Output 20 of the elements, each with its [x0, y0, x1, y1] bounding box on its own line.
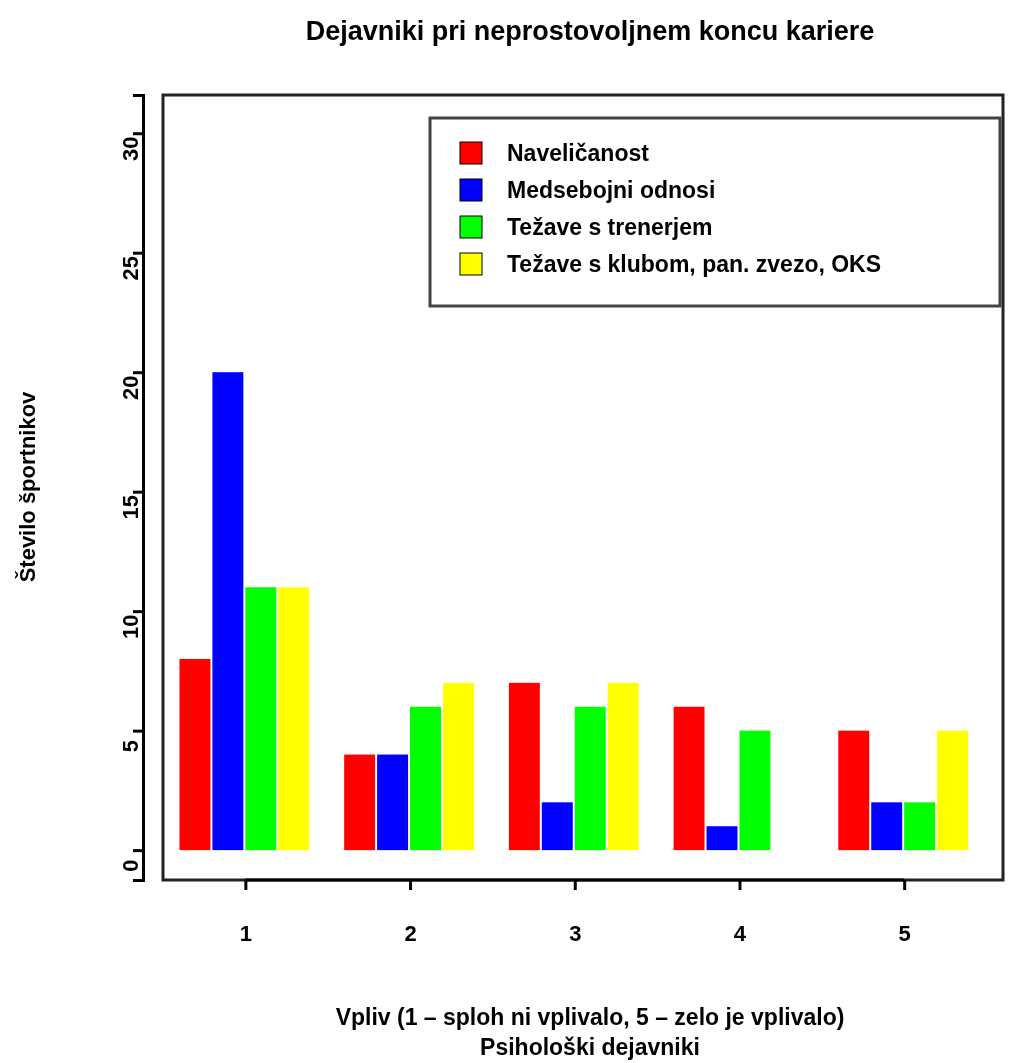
y-tick-label: 25: [117, 255, 143, 281]
x-tick-label: 5: [898, 920, 911, 946]
y-tick-label: 20: [117, 375, 143, 400]
legend-label: Težave s klubom, pan. zvezo, OKS: [507, 251, 882, 278]
x-axis-title: Vpliv (1 – sploh ni vplivalo, 5 – zelo je vplivalo): [335, 1004, 845, 1030]
legend-label: Težave s trenerjem: [507, 214, 713, 241]
y-tick-label: 0: [117, 859, 143, 872]
x-tick-label: 4: [733, 920, 747, 946]
x-tick-label: 2: [404, 920, 417, 946]
y-axis-title: Število športnikov: [15, 390, 40, 583]
chart-title: Dejavniki pri neprostovoljnem koncu kariere: [305, 16, 875, 46]
legend-label: Naveličanost: [507, 140, 650, 167]
y-tick-label: 30: [117, 136, 143, 161]
x-tick-label: 3: [569, 920, 582, 946]
y-tick-label: 10: [117, 614, 143, 639]
text: Psihološki dejavniki: [480, 1034, 700, 1060]
x-tick-label: 1: [239, 920, 252, 946]
legend-label: Medsebojni odnosi: [507, 177, 716, 204]
y-tick-label: 15: [117, 494, 143, 520]
y-tick-label: 5: [117, 740, 143, 753]
